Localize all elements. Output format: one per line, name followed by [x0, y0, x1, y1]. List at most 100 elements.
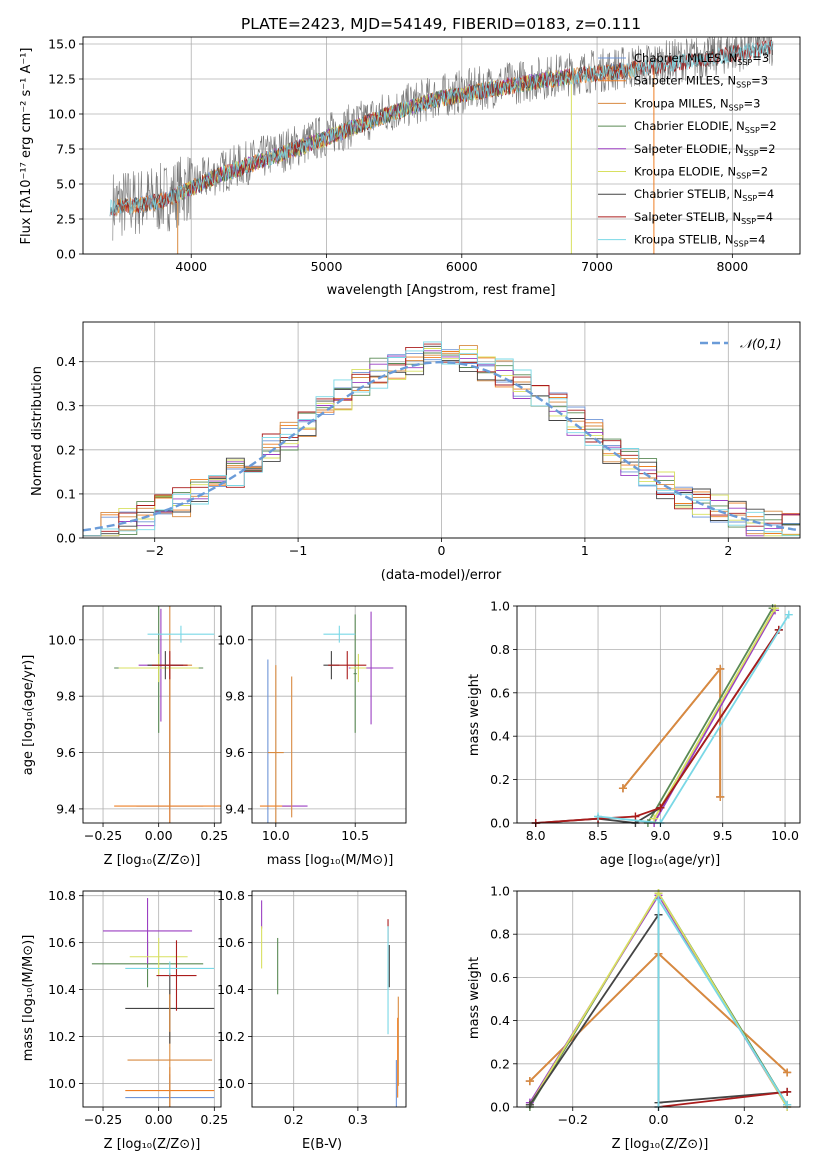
mass-vs-metallicity-points	[91, 898, 215, 1107]
y-tick-label: 2.5	[56, 212, 76, 227]
mass-weight-marker	[525, 1100, 534, 1109]
x-tick-label: 5000	[311, 259, 343, 274]
error-bar-group	[114, 606, 221, 823]
mass-weight-line	[653, 607, 776, 820]
legend-entry: Salpeter STELIB, NSSP=4	[634, 210, 773, 226]
x-tick-label: 10.5	[341, 828, 369, 843]
y-tick-label: 0.4	[56, 354, 76, 369]
mass-weight-line	[647, 607, 774, 824]
age-vs-mass-axes: 10.0 10.5 9.4 9.6 9.8 10.0	[217, 605, 407, 843]
y-tick-label: 9.6	[56, 745, 76, 760]
mass-vs-metallicity-axes: −0.25 0.00 0.25 10.0 10.2 10.4 10.6 10.8	[48, 888, 228, 1127]
y-tick-label: 10.2	[48, 1029, 76, 1044]
y-tick-label: 10.0	[48, 1076, 76, 1091]
error-bar-group	[259, 611, 394, 823]
legend-model-name: Salpeter ELODIE, N	[634, 142, 744, 156]
mass-weight-vs-metallicity-panel: −0.2 0.0 0.2 0.0 0.2 0.4 0.6 0.8 1.0 Z [log₁₀(Z/…	[467, 884, 801, 1152]
legend-model-name: Salpeter STELIB, N	[634, 210, 741, 224]
y-tick-label: 9.4	[56, 801, 76, 816]
legend-subscript: SSP	[737, 58, 752, 67]
histogram-xlabel: (data-model)/error	[381, 568, 502, 583]
y-tick-label: 9.4	[225, 801, 245, 816]
y-tick-label: 0.6	[490, 970, 510, 985]
legend-model-name: Kroupa ELODIE, N	[634, 165, 736, 179]
legend-subscript: SSP	[736, 172, 751, 181]
histogram-ylabel: Normed distribution	[30, 366, 45, 496]
axes-frame	[516, 890, 801, 1108]
mass-weight-vs-metallicity-axes: −0.2 0.0 0.2 0.0 0.2 0.4 0.6 0.8 1.0	[490, 884, 801, 1127]
x-tick-label: −0.2	[558, 1112, 588, 1127]
histogram-series	[82, 341, 801, 537]
mass-weight-marker	[716, 664, 725, 673]
y-tick-label: 9.6	[225, 745, 245, 760]
x-tick-label: 2	[724, 543, 732, 558]
mass-vs-reddening-panel: 0.2 0.3 10.0 10.2 10.4 10.6 10.8 E(B-V)	[217, 888, 407, 1152]
legend-subscript: SSP	[736, 81, 751, 90]
y-tick-label: 0.0	[56, 531, 76, 546]
mass-weight-vs-age-ylabel: mass weight	[467, 674, 482, 756]
y-tick-label: 0.0	[56, 247, 76, 262]
mass-weight-marker	[783, 1068, 792, 1077]
legend-subscript: SSP	[745, 126, 760, 135]
mass-vs-reddening-grid	[252, 891, 406, 1107]
age-vs-mass-xlabel: mass [log₁₀(M/M⊙)]	[267, 853, 394, 868]
legend-entry: 𝒩(0,1)	[740, 336, 782, 351]
axes-frame	[82, 605, 222, 824]
spectrum-panel: 4000 5000 6000 7000 8000 0.0 2.5 5.0 7.5 10.0 12.5…	[19, 15, 801, 298]
mass-weight-vs-metallicity-series	[525, 889, 792, 1111]
spectrum-series	[109, 37, 774, 254]
age-vs-metallicity-grid	[83, 606, 221, 823]
x-tick-label: 0.3	[348, 1112, 368, 1127]
spectrum-axes: 4000 5000 6000 7000 8000 0.0 2.5 5.0 7.5 10.0 12.5…	[48, 37, 801, 274]
x-tick-label: 0.2	[284, 1112, 304, 1127]
y-tick-label: 10.2	[217, 1029, 245, 1044]
histogram-step-line	[83, 341, 800, 537]
mass-vs-reddening-points	[261, 900, 399, 1107]
y-tick-label: 0.2	[56, 442, 76, 457]
axes-frame	[516, 605, 801, 824]
legend-ssp-count: =3	[752, 51, 769, 65]
legend-entry: Chabrier STELIB, NSSP=4	[634, 187, 774, 203]
mass-weight-vs-metallicity-ylabel: mass weight	[467, 957, 482, 1039]
y-tick-label: 0.0	[490, 1100, 510, 1115]
y-tick-label: 9.8	[225, 689, 245, 704]
y-tick-label: 0.2	[490, 772, 510, 787]
legend-model-name: Salpeter MILES, N	[634, 74, 736, 88]
histogram-legend: 𝒩(0,1)	[700, 336, 782, 351]
legend-entry: Salpeter MILES, NSSP=3	[634, 74, 768, 90]
x-tick-label: 0.00	[145, 1112, 173, 1127]
mass-weight-marker	[631, 812, 640, 821]
mass-weight-marker	[783, 1100, 792, 1109]
legend-subscript: SSP	[742, 194, 757, 203]
y-tick-label: 5.0	[56, 177, 76, 192]
legend-subscript: SSP	[734, 240, 749, 249]
mass-weight-line	[658, 1091, 788, 1108]
x-tick-label: 8000	[716, 259, 748, 274]
legend-entry: Salpeter ELODIE, NSSP=2	[634, 142, 776, 158]
mass-weight-marker	[783, 1087, 792, 1096]
mass-weight-marker	[656, 803, 665, 812]
legend-subscript: SSP	[744, 149, 759, 158]
mass-weight-marker	[771, 604, 780, 613]
y-tick-label: 10.0	[217, 632, 245, 647]
legend-entry: Chabrier ELODIE, NSSP=2	[634, 119, 777, 135]
mass-vs-metallicity-panel: −0.25 0.00 0.25 10.0 10.2 10.4 10.6 10.8 Z [log…	[21, 888, 228, 1152]
mass-weight-vs-age-xlabel: age [log₁₀(age/yr)]	[600, 853, 721, 868]
x-tick-label: 1	[581, 543, 589, 558]
legend-ssp-count: =4	[749, 233, 766, 247]
age-vs-mass-points	[259, 611, 394, 823]
x-tick-label: 10.0	[771, 828, 799, 843]
x-tick-label: 4000	[175, 259, 207, 274]
legend-ssp-count: =4	[756, 210, 773, 224]
legend-entry: Kroupa MILES, NSSP=3	[634, 96, 760, 112]
legend-model-name: Kroupa STELIB, N	[634, 233, 734, 247]
mass-weight-marker	[594, 812, 603, 821]
y-tick-label: 0.8	[490, 642, 510, 657]
mass-weight-marker	[716, 792, 725, 801]
legend-ssp-count: =3	[744, 96, 761, 110]
mass-vs-metallicity-ylabel: mass [log₁₀(M/M⊙)]	[21, 935, 36, 1062]
y-tick-label: 0.6	[490, 685, 510, 700]
mass-weight-marker	[654, 895, 663, 904]
